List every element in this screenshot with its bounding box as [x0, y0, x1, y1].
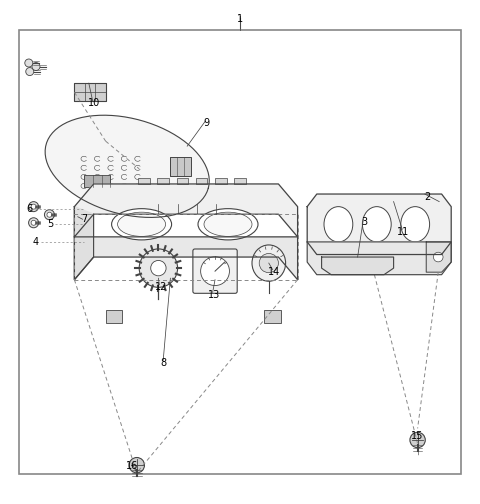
Circle shape [45, 210, 54, 220]
Bar [177, 178, 188, 184]
Ellipse shape [198, 209, 258, 240]
Bar [215, 178, 227, 184]
Bar [157, 178, 169, 184]
Circle shape [31, 220, 36, 225]
Bar [74, 214, 86, 223]
Bar [138, 178, 150, 184]
Bar [234, 178, 246, 184]
Circle shape [32, 62, 40, 71]
Circle shape [26, 68, 34, 76]
Circle shape [29, 202, 38, 212]
Circle shape [151, 261, 166, 276]
Circle shape [201, 257, 229, 286]
Polygon shape [307, 194, 451, 255]
Bar [106, 310, 122, 323]
Polygon shape [322, 257, 394, 275]
Text: 2: 2 [424, 192, 431, 202]
Bar [264, 310, 281, 323]
Text: 16: 16 [126, 461, 138, 471]
Text: 15: 15 [411, 431, 424, 441]
Text: 1: 1 [237, 14, 243, 24]
Text: 8: 8 [160, 358, 166, 368]
Ellipse shape [118, 212, 166, 236]
Bar [170, 157, 191, 176]
Text: 4: 4 [33, 237, 39, 247]
Polygon shape [74, 184, 298, 237]
Circle shape [31, 204, 36, 209]
Circle shape [139, 249, 178, 287]
Ellipse shape [362, 207, 391, 242]
Text: 9: 9 [204, 118, 209, 129]
Bar [84, 175, 110, 187]
Text: 14: 14 [267, 267, 280, 277]
Ellipse shape [401, 207, 430, 242]
Text: 3: 3 [362, 217, 368, 227]
Text: 5: 5 [47, 219, 54, 229]
Text: 13: 13 [207, 290, 220, 300]
FancyBboxPatch shape [193, 249, 237, 293]
Circle shape [129, 458, 144, 473]
Text: 12: 12 [155, 282, 167, 292]
Circle shape [47, 212, 52, 217]
Polygon shape [45, 115, 209, 217]
Ellipse shape [324, 207, 353, 242]
Text: 10: 10 [87, 98, 100, 108]
Circle shape [433, 252, 443, 262]
Polygon shape [426, 242, 451, 272]
Circle shape [259, 254, 278, 273]
Text: 7: 7 [81, 214, 87, 224]
Circle shape [410, 432, 425, 448]
Circle shape [77, 215, 84, 222]
Text: 6: 6 [27, 204, 33, 214]
Ellipse shape [204, 212, 252, 236]
Bar [19, 30, 461, 474]
Ellipse shape [111, 209, 172, 240]
Polygon shape [74, 207, 94, 280]
Polygon shape [307, 242, 451, 275]
Text: 11: 11 [397, 227, 409, 237]
Ellipse shape [252, 245, 286, 281]
Circle shape [25, 59, 33, 67]
Circle shape [29, 218, 38, 228]
Bar [74, 83, 106, 101]
Bar [196, 178, 207, 184]
Polygon shape [74, 237, 298, 280]
